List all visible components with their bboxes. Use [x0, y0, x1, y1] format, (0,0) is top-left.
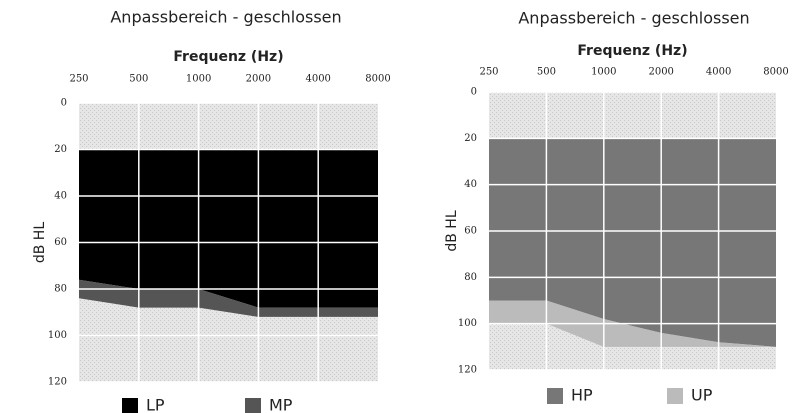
legend-swatch: [667, 388, 683, 404]
y-tick-label: 60: [54, 237, 67, 248]
legend-swatch: [245, 398, 261, 413]
x-axis-label: Frequenz (Hz): [577, 43, 687, 59]
x-tick-label: 1000: [186, 74, 211, 85]
x-tick-label: 2000: [648, 67, 673, 78]
y-tick-label: 100: [48, 330, 67, 341]
x-tick-label: 500: [129, 74, 148, 85]
x-tick-label: 500: [537, 67, 556, 78]
legend-label: LP: [146, 396, 165, 413]
y-axis-label: dB HL: [32, 222, 48, 263]
x-tick-label: 8000: [365, 74, 390, 85]
legend-label: UP: [691, 386, 713, 405]
x-axis-label: Frequenz (Hz): [173, 49, 283, 65]
y-tick-label: 20: [54, 144, 67, 155]
y-tick-label: 120: [458, 365, 477, 376]
legend-swatch: [122, 398, 138, 413]
range-band: [489, 300, 776, 347]
y-tick-label: 20: [464, 133, 477, 144]
y-tick-label: 40: [54, 191, 67, 202]
y-tick-label: 120: [48, 377, 67, 388]
chart-title: Anpassbereich - geschlossen: [110, 8, 341, 27]
legend-label: MP: [269, 396, 293, 413]
y-tick-label: 60: [464, 226, 477, 237]
x-tick-label: 4000: [305, 74, 330, 85]
y-tick-label: 0: [61, 98, 67, 109]
x-tick-label: 2000: [246, 74, 271, 85]
x-tick-label: 1000: [591, 67, 616, 78]
y-tick-label: 80: [464, 272, 477, 283]
x-tick-label: 250: [479, 67, 498, 78]
x-tick-label: 250: [69, 74, 88, 85]
y-tick-label: 100: [458, 318, 477, 329]
y-tick-label: 40: [464, 179, 477, 190]
legend-swatch: [547, 388, 563, 404]
y-tick-label: 0: [471, 87, 477, 98]
legend-label: HP: [571, 386, 593, 405]
y-axis-label: dB HL: [444, 210, 460, 251]
range-band: [489, 138, 776, 347]
range-band: [79, 149, 378, 308]
y-tick-label: 80: [54, 284, 67, 295]
x-tick-label: 4000: [706, 67, 731, 78]
chart-title: Anpassbereich - geschlossen: [518, 9, 749, 28]
x-tick-label: 8000: [763, 67, 788, 78]
